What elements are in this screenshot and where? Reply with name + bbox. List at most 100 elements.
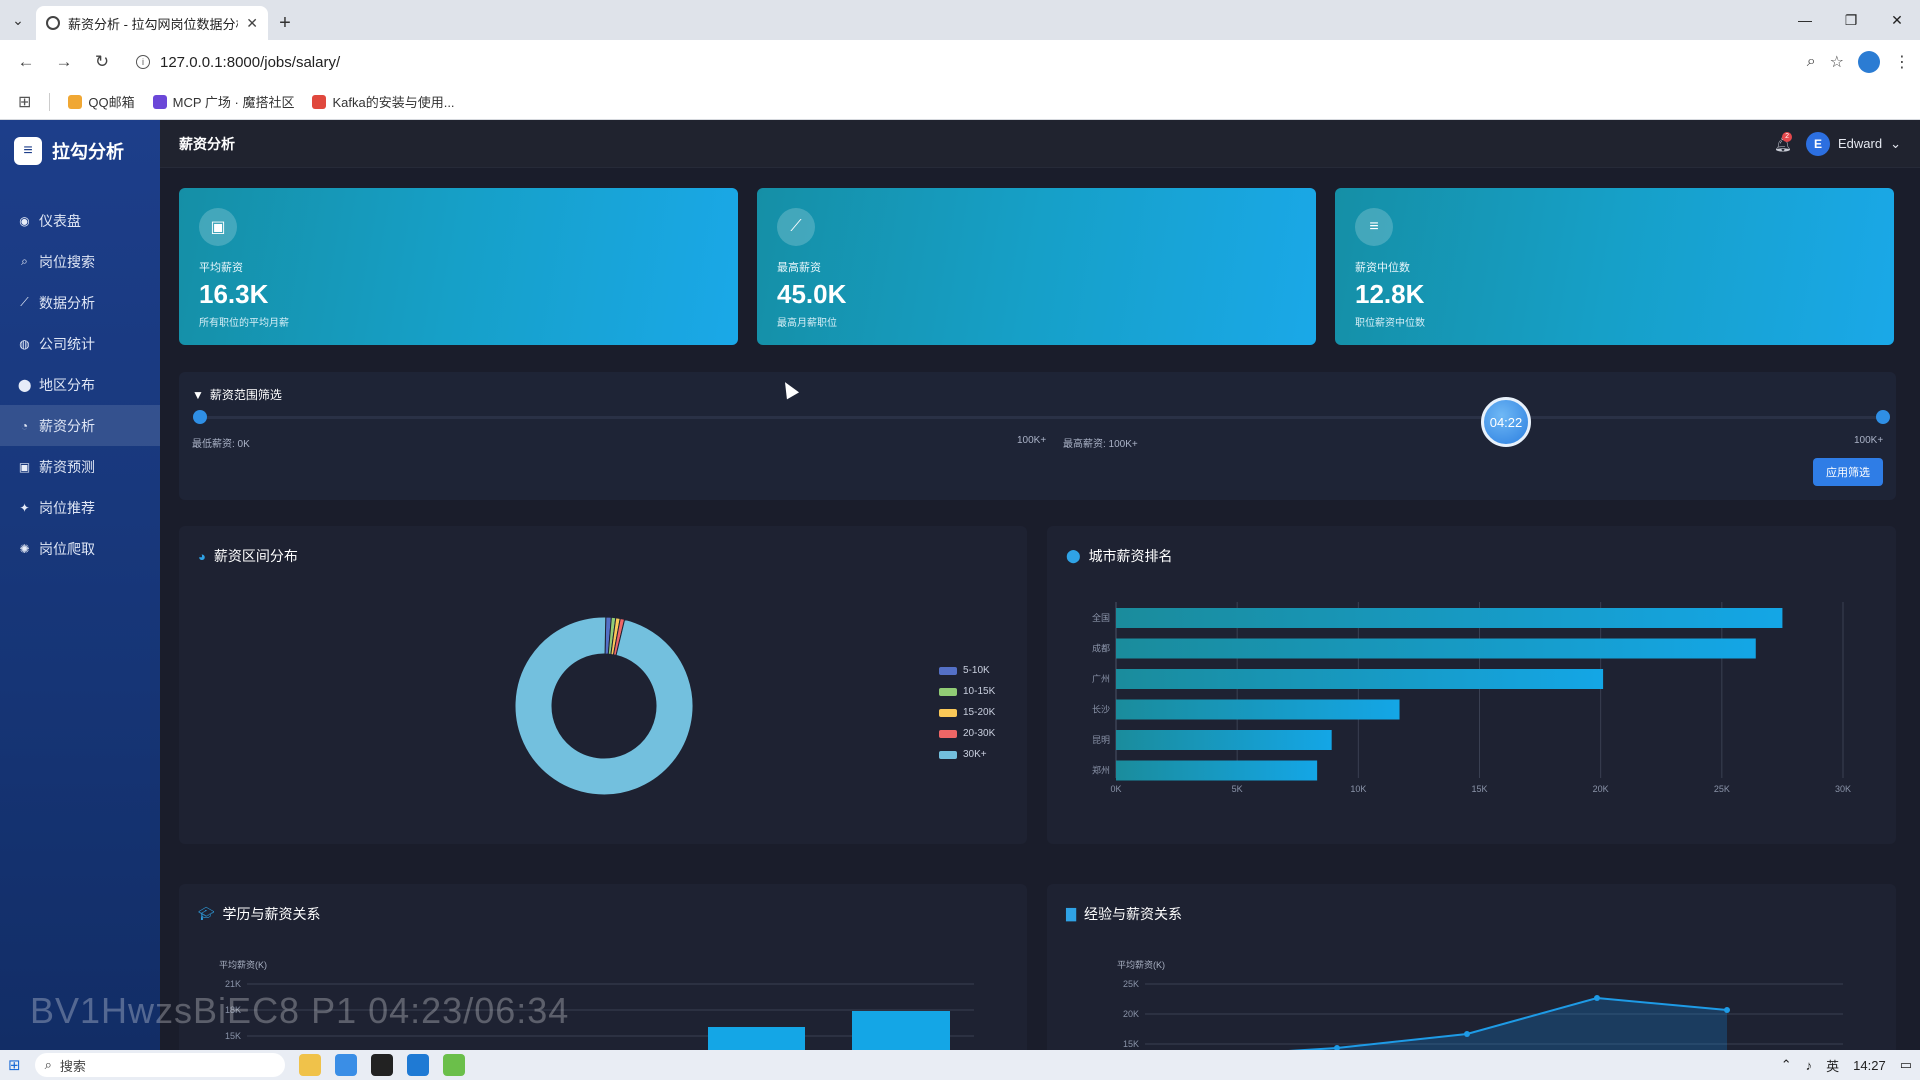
bar-长沙[interactable] <box>1116 699 1400 720</box>
chrome-icon[interactable] <box>334 1054 357 1076</box>
y-tick-label: 18K <box>225 1005 241 1015</box>
line-point[interactable] <box>1594 995 1600 1001</box>
legend-item[interactable]: 30K+ <box>939 744 995 765</box>
experience-line-chart: 平均薪资(K) 25K 20K 15K <box>1117 959 1843 1050</box>
x-tick-label: 5K <box>1232 784 1243 794</box>
sidebar-item-1[interactable]: ⌕ 岗位搜索 <box>0 241 160 282</box>
bar-全国[interactable] <box>1116 608 1783 628</box>
menu-dots-icon[interactable]: ⋮ <box>1894 54 1910 71</box>
legend-label: 10-15K <box>963 686 996 697</box>
sidebar-item-2[interactable]: ⟋ 数据分析 <box>0 282 160 323</box>
stat-value: 45.0K <box>777 279 847 309</box>
stat-caption: 最高月薪职位 <box>777 318 837 329</box>
tab-list-chevron-icon[interactable]: ⌄ <box>12 11 24 28</box>
donut-slice-30K+[interactable] <box>514 616 694 796</box>
minimize-button[interactable]: — <box>1798 12 1812 28</box>
profile-avatar[interactable] <box>1858 51 1880 73</box>
restore-button[interactable]: ❐ <box>1844 11 1858 28</box>
sidebar-item-4[interactable]: ⬤ 地区分布 <box>0 364 160 405</box>
salary-donut-chart <box>514 616 694 796</box>
sidebar-item-label: 岗位爬取 <box>39 540 95 557</box>
logo-icon: ≡ <box>14 137 42 165</box>
panel-title: 经验与薪资关系 <box>1084 906 1182 922</box>
stat-cards: ▣ 平均薪资 16.3K 所有职位的平均月薪 ⟋ 最高薪资 45.0K 最高月薪职位 ≡ 薪资中位… <box>179 188 1894 345</box>
sidebar-item-0[interactable]: ◉ 仪表盘 <box>0 200 160 241</box>
sidebar-item-6[interactable]: ▣ 薪资预测 <box>0 446 160 487</box>
apply-filter-button[interactable]: 应用筛选 <box>1813 458 1883 486</box>
bar-成都[interactable] <box>1116 638 1756 659</box>
new-tab-button[interactable]: + <box>279 11 291 34</box>
bookmark-mcp[interactable]: MCP 广场 · 魔搭社区 <box>152 92 294 111</box>
address-bar[interactable]: i 127.0.0.1:8000/jobs/salary/ <box>124 45 1791 79</box>
apps-grid-icon[interactable]: ⊞ <box>18 93 32 111</box>
sidebar-item-7[interactable]: ✦ 岗位推荐 <box>0 487 160 528</box>
app-icon[interactable] <box>442 1054 465 1076</box>
legend-item[interactable]: 20-30K <box>939 723 995 744</box>
dashboard-icon: ◉ <box>19 213 30 228</box>
video-timer-badge: 04:22 <box>1481 397 1531 447</box>
pie-chart-icon: ◕ <box>198 548 206 564</box>
brand[interactable]: ≡ 拉勾分析 <box>0 120 160 182</box>
forward-arrow-icon[interactable]: → <box>55 52 73 71</box>
windows-start-icon[interactable]: ⊞ <box>8 1057 21 1074</box>
user-name: Edward <box>1838 136 1883 151</box>
sidebar-item-5[interactable]: ◔ 薪资分析 <box>0 405 160 446</box>
max-salary-slider-handle[interactable] <box>1876 410 1890 424</box>
education-salary-panel: 🎓︎ 学历与薪资关系 平均薪资(K) 21K 18K 15K <box>179 884 1027 1050</box>
stat-card: ▣ 平均薪资 16.3K 所有职位的平均月薪 <box>179 188 738 345</box>
legend-item[interactable]: 15-20K <box>939 702 995 723</box>
speaker-icon[interactable]: ♪ <box>1805 1057 1813 1073</box>
file-explorer-icon[interactable] <box>298 1054 321 1076</box>
browser-tab[interactable]: 薪资分析 - 拉勾网岗位数据分析 ✕ <box>36 6 268 40</box>
ime-indicator[interactable]: 英 <box>1826 1058 1840 1074</box>
brand-name: 拉勾分析 <box>52 142 124 162</box>
notification-bell-icon[interactable]: 🔔︎ 2 <box>1774 131 1793 152</box>
money-icon: ▣ <box>18 459 31 474</box>
user-menu[interactable]: E Edward ⌄ <box>1806 131 1901 156</box>
tab-close-icon[interactable]: ✕ <box>246 14 258 31</box>
bookmark-qqmail[interactable]: QQ邮箱 <box>68 92 135 111</box>
taskbar-search[interactable]: ⌕ 搜索 <box>34 1053 285 1077</box>
bar-昆明[interactable] <box>1116 730 1332 750</box>
stat-value: 16.3K <box>199 279 269 309</box>
sidebar-item-label: 仪表盘 <box>39 212 81 229</box>
y-tick-label: 15K <box>1123 1039 1139 1049</box>
briefcase-icon: ▇ <box>1066 906 1076 921</box>
reload-icon[interactable]: ↻ <box>94 52 110 71</box>
legend-item[interactable]: 5-10K <box>939 660 995 681</box>
pie-icon: ◔ <box>20 418 29 433</box>
tray-chevron-icon[interactable]: ⌃ <box>1780 1057 1792 1072</box>
window-close-button[interactable]: ✕ <box>1891 11 1903 28</box>
line-point[interactable] <box>1334 1045 1340 1050</box>
vscode-icon[interactable] <box>406 1054 429 1076</box>
zoom-icon[interactable]: ⌕ <box>1806 53 1816 70</box>
salary-range-track[interactable] <box>199 416 1883 419</box>
clock-time[interactable]: 14:27 <box>1853 1057 1886 1073</box>
camera-icon: ▣ <box>199 208 237 246</box>
back-arrow-icon[interactable]: ← <box>17 52 35 71</box>
spider-icon: ✺ <box>19 541 30 556</box>
sidebar-item-3[interactable]: ◍ 公司统计 <box>0 323 160 364</box>
top-header: 薪资分析 🔔︎ 2 E Edward ⌄ <box>160 120 1920 168</box>
tab-favicon-icon <box>46 16 60 30</box>
legend-swatch <box>939 750 957 759</box>
education-bar[interactable] <box>708 1027 805 1050</box>
bookmark-star-icon[interactable]: ☆ <box>1829 54 1844 71</box>
line-point[interactable] <box>1464 1031 1470 1037</box>
sidebar-item-label: 地区分布 <box>39 376 95 393</box>
line-point[interactable] <box>1724 1007 1730 1013</box>
notification-center-icon[interactable]: ▭ <box>1899 1057 1912 1072</box>
y-axis-title: 平均薪资(K) <box>1117 959 1165 970</box>
bookmark-kafka[interactable]: Kafka的安装与使用... <box>312 92 455 111</box>
bar-广州[interactable] <box>1116 669 1604 689</box>
legend-label: 30K+ <box>963 749 987 760</box>
min-salary-slider-handle[interactable] <box>193 410 207 424</box>
pycharm-icon[interactable] <box>370 1054 393 1076</box>
bookmark-label: Kafka的安装与使用... <box>332 95 455 110</box>
education-bar[interactable] <box>852 1011 950 1050</box>
sidebar-item-8[interactable]: ✺ 岗位爬取 <box>0 528 160 569</box>
legend-item[interactable]: 10-15K <box>939 681 995 702</box>
site-info-icon[interactable]: i <box>136 55 150 69</box>
bar-郑州[interactable] <box>1116 760 1318 781</box>
